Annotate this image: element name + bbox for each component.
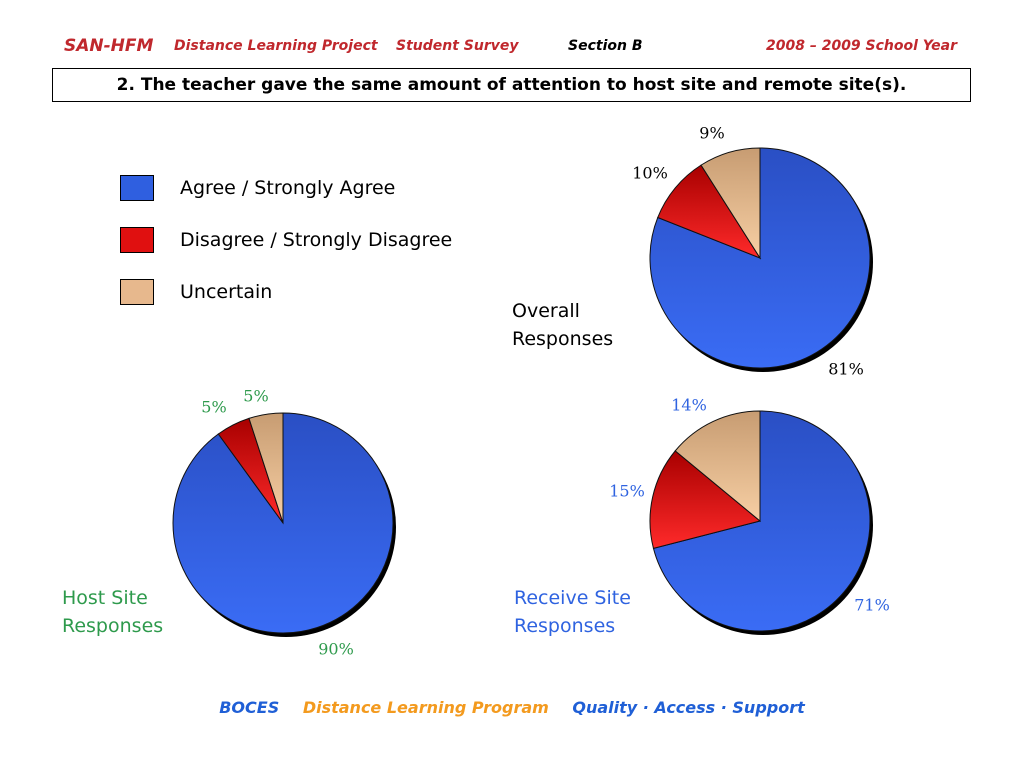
legend-label-disagree: Disagree / Strongly Disagree <box>180 229 453 251</box>
chart-title-host-line1: Host Site <box>62 587 148 609</box>
footer-tagline: Quality · Access · Support <box>572 698 805 717</box>
chart-title-receive: Receive Site Responses <box>514 584 631 640</box>
footer: BOCES Distance Learning Program Quality … <box>0 698 1024 717</box>
question-box: 2. The teacher gave the same amount of a… <box>52 68 971 102</box>
header-brand: SAN-HFM <box>64 36 154 56</box>
header-survey: Student Survey <box>396 38 519 54</box>
footer-program: Distance Learning Program <box>302 698 549 717</box>
footer-boces: BOCES <box>219 698 280 717</box>
legend-item-disagree: Disagree / Strongly Disagree <box>120 227 452 253</box>
pct-label-host-disagree: 5% <box>201 397 227 417</box>
pct-label-overall-agree: 81% <box>828 359 864 379</box>
chart-title-overall-line1: Overall <box>512 300 580 322</box>
header-year: 2008 – 2009 School Year <box>766 38 957 54</box>
pct-label-receive-disagree: 15% <box>609 481 645 501</box>
chart-title-host-line2: Responses <box>62 615 164 637</box>
legend-item-agree: Agree / Strongly Agree <box>120 175 395 201</box>
chart-title-receive-line2: Responses <box>514 615 616 637</box>
pie-slice-receive-agree <box>652 410 871 632</box>
pie-slice-overall-uncertain <box>700 147 761 260</box>
pct-label-host-agree: 90% <box>318 639 354 659</box>
chart-title-overall-line2: Responses <box>512 328 614 350</box>
pie-slice-receive-disagree <box>649 450 762 549</box>
legend-swatch-uncertain <box>120 279 154 305</box>
legend-label-agree: Agree / Strongly Agree <box>180 177 396 199</box>
pct-label-host-uncertain: 5% <box>243 386 269 406</box>
chart-title-overall: Overall Responses <box>512 297 613 353</box>
pct-label-receive-agree: 71% <box>854 595 890 615</box>
chart-title-host: Host Site Responses <box>62 584 163 640</box>
legend-swatch-disagree <box>120 227 154 253</box>
chart-title-receive-line1: Receive Site <box>514 587 631 609</box>
pie-slice-receive-uncertain <box>674 410 761 523</box>
legend-item-uncertain: Uncertain <box>120 279 272 305</box>
question-text: 2. The teacher gave the same amount of a… <box>116 75 907 95</box>
pct-label-receive-uncertain: 14% <box>671 395 707 415</box>
header-section: Section B <box>568 38 643 54</box>
pie-slice-host-uncertain <box>248 412 284 524</box>
legend-swatch-agree <box>120 175 154 201</box>
header-project: Distance Learning Project <box>174 38 378 54</box>
legend-label-uncertain: Uncertain <box>180 281 273 303</box>
pct-label-overall-uncertain: 9% <box>699 123 725 143</box>
pct-label-overall-disagree: 10% <box>632 163 668 183</box>
